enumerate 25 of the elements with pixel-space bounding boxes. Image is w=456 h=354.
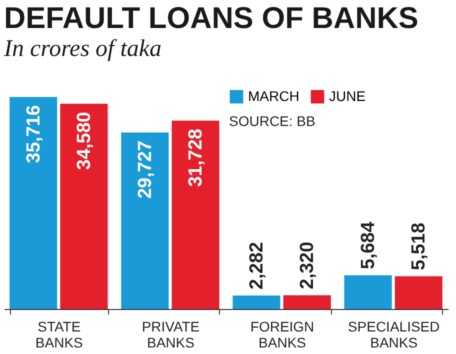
bar: [60, 104, 108, 309]
data-label: 2,282: [246, 242, 268, 290]
chart-title: DEFAULT LOANS OF BANKS: [4, 2, 418, 35]
annotation: SOURCE: BB: [229, 113, 316, 129]
legend-label: JUNE: [329, 88, 366, 104]
legend-label: MARCH: [248, 88, 300, 104]
chart-subtitle: In crores of taka: [3, 36, 162, 62]
data-label: 5,684: [358, 221, 380, 270]
data-label: 5,518: [408, 222, 430, 270]
x-tick-label: FOREIGN BANKS: [250, 318, 314, 350]
x-tick-label: SPECIALISED BANKS: [348, 318, 440, 350]
bar: [10, 97, 58, 309]
data-label: 35,716: [23, 105, 44, 164]
data-label: 34,580: [74, 112, 95, 170]
x-tick-label: STATE BANKS: [35, 318, 83, 350]
data-label: 29,727: [134, 140, 156, 199]
bar: [121, 132, 169, 309]
bar: [394, 276, 442, 309]
x-tick-label: PRIVATE BANKS: [142, 318, 200, 350]
bar: [283, 295, 331, 309]
data-label: 31,728: [186, 128, 207, 187]
bar: [344, 275, 392, 309]
bar: [172, 120, 220, 309]
data-label: 2,320: [297, 242, 318, 290]
bar: [232, 295, 280, 309]
